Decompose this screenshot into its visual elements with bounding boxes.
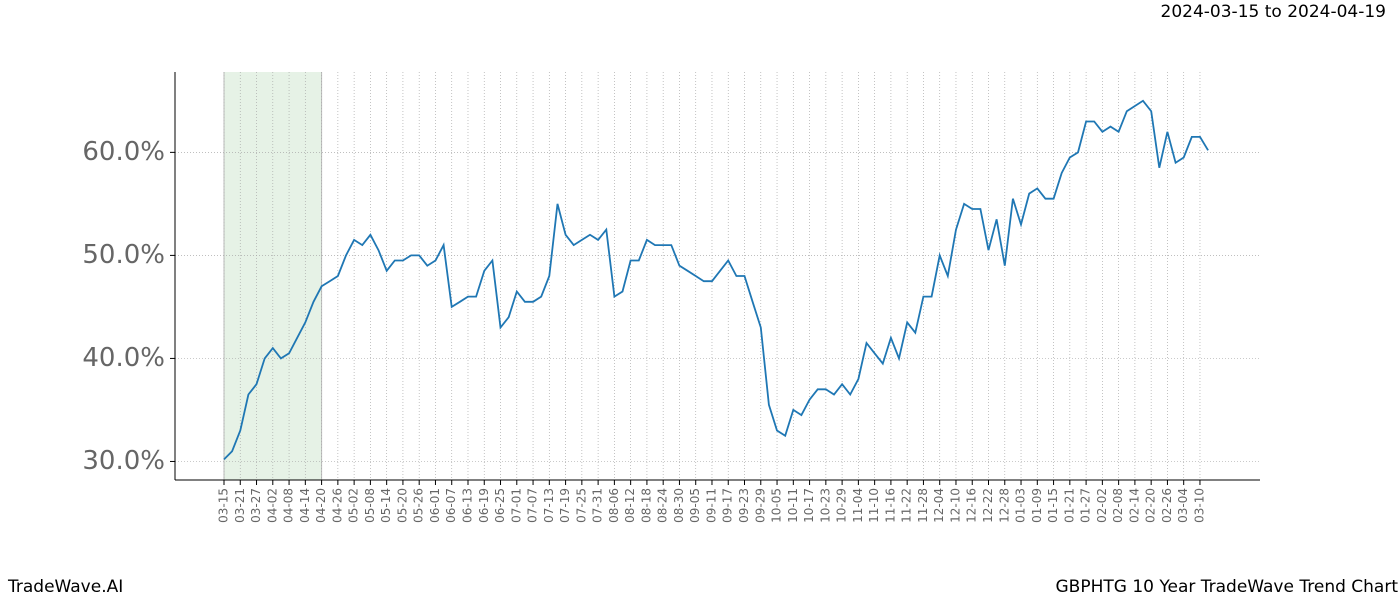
y-tick-label: 30.0% (82, 446, 165, 476)
x-tick-label: 01-27 (1079, 488, 1093, 523)
x-tick-label: 12-22 (981, 488, 995, 523)
x-tick-label: 12-10 (948, 488, 962, 523)
x-tick-label: 09-23 (737, 488, 751, 523)
x-tick-label: 06-01 (428, 488, 442, 523)
x-tick-label: 04-02 (265, 488, 279, 523)
x-tick-label: 12-04 (932, 488, 946, 523)
x-tick-label: 03-15 (217, 488, 231, 523)
x-tick-label: 11-28 (916, 488, 930, 523)
x-tick-label: 06-07 (444, 488, 458, 523)
x-tick-label: 11-04 (851, 488, 865, 523)
x-tick-label: 08-18 (639, 488, 653, 523)
x-tick-label: 07-25 (574, 488, 588, 523)
x-tick-label: 08-06 (607, 488, 621, 523)
x-tick-label: 07-19 (558, 488, 572, 523)
x-tick-label: 11-10 (867, 488, 881, 523)
x-tick-label: 08-24 (656, 488, 670, 523)
x-tick-label: 10-23 (818, 488, 832, 523)
x-tick-label: 09-17 (721, 488, 735, 523)
x-tick-label: 02-20 (1144, 488, 1158, 523)
y-tick-label: 60.0% (82, 137, 165, 167)
x-tick-label: 07-01 (509, 488, 523, 523)
y-tick-label: 50.0% (82, 240, 165, 270)
x-tick-label: 06-19 (477, 488, 491, 523)
x-tick-label: 09-05 (688, 488, 702, 523)
x-tick-label: 12-28 (997, 488, 1011, 523)
x-tick-label: 05-02 (347, 488, 361, 523)
x-tick-label: 12-16 (965, 488, 979, 523)
x-tick-label: 10-11 (786, 488, 800, 523)
x-tick-label: 04-26 (330, 488, 344, 523)
x-tick-label: 01-21 (1062, 488, 1076, 523)
x-tick-label: 01-15 (1046, 488, 1060, 523)
x-tick-label: 04-20 (314, 488, 328, 523)
x-tick-label: 05-20 (395, 488, 409, 523)
x-tick-label: 05-14 (379, 488, 393, 523)
x-tick-label: 03-27 (249, 488, 263, 523)
x-tick-label: 01-09 (1030, 488, 1044, 523)
x-tick-label: 08-30 (672, 488, 686, 523)
x-tick-label: 03-21 (233, 488, 247, 523)
x-tick-label: 02-14 (1127, 488, 1141, 523)
x-tick-label: 02-02 (1095, 488, 1109, 523)
x-tick-label: 09-11 (704, 488, 718, 523)
brand: TradeWave.AI (7, 577, 123, 597)
x-tick-label: 06-13 (460, 488, 474, 523)
x-tick-label: 07-07 (526, 488, 540, 523)
date-range: 2024-03-15 to 2024-04-19 (1161, 2, 1386, 22)
x-tick-label: 02-26 (1160, 488, 1174, 523)
x-tick-label: 03-04 (1176, 488, 1190, 523)
x-tick-label: 05-08 (363, 488, 377, 523)
x-tick-label: 04-14 (298, 488, 312, 523)
x-tick-label: 11-22 (900, 488, 914, 523)
x-tick-label: 07-31 (591, 488, 605, 523)
x-tick-label: 08-12 (623, 488, 637, 523)
x-tick-label: 10-17 (802, 488, 816, 523)
x-tick-label: 09-29 (753, 488, 767, 523)
x-tick-label: 03-10 (1192, 488, 1206, 523)
x-tick-label: 10-29 (835, 488, 849, 523)
x-tick-label: 06-25 (493, 488, 507, 523)
x-tick-label: 10-05 (770, 488, 784, 523)
x-tick-label: 05-26 (412, 488, 426, 523)
x-tick-label: 07-13 (542, 488, 556, 523)
x-tick-label: 04-08 (282, 488, 296, 523)
y-tick-label: 40.0% (82, 343, 165, 373)
trend-line (223, 99, 1209, 461)
x-tick-label: 11-16 (883, 488, 897, 523)
x-tick-label: 01-03 (1014, 488, 1028, 523)
chart-name: GBPHTG 10 Year TradeWave Trend Chart (1055, 577, 1398, 597)
x-tick-label: 02-08 (1111, 488, 1125, 523)
